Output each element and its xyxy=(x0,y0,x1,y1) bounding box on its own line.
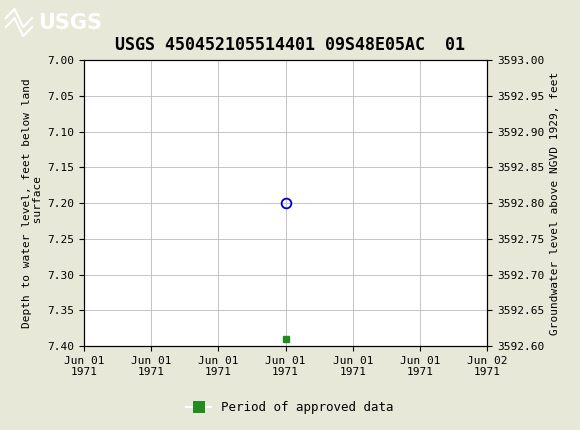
Y-axis label: Groundwater level above NGVD 1929, feet: Groundwater level above NGVD 1929, feet xyxy=(550,71,560,335)
Text: USGS 450452105514401 09S48E05AC  01: USGS 450452105514401 09S48E05AC 01 xyxy=(115,36,465,54)
Y-axis label: Depth to water level, feet below land
 surface: Depth to water level, feet below land su… xyxy=(21,78,44,328)
Text: USGS: USGS xyxy=(38,12,102,33)
Legend: Period of approved data: Period of approved data xyxy=(181,396,399,419)
